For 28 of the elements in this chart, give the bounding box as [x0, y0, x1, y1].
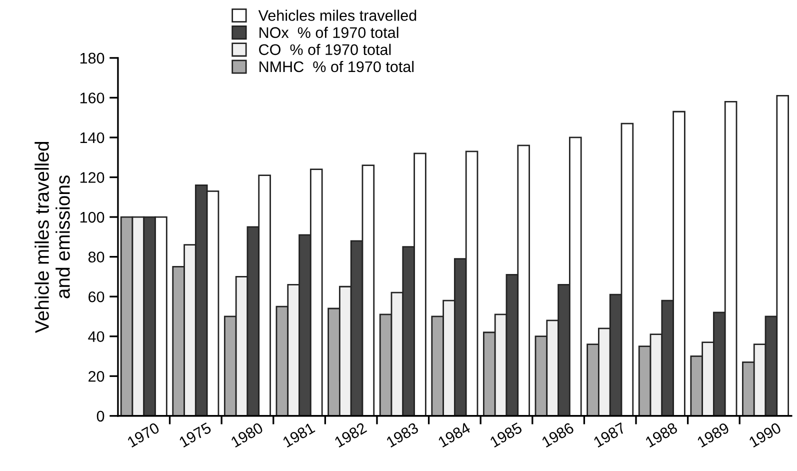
x-tick-label: 1989	[696, 422, 730, 448]
y-tick-label: 140	[80, 132, 104, 144]
legend-label: CO % of 1970 total	[259, 44, 391, 56]
y-tick-label: 180	[80, 52, 104, 64]
y-tick-label: 20	[88, 370, 104, 382]
y-tick-label: 40	[88, 331, 104, 342]
x-tick-label: 1981	[282, 422, 316, 448]
x-tick-label: 1986	[541, 422, 574, 448]
x-tick-label: 1985	[489, 422, 523, 448]
legend-label: Vehicles miles travelled	[258, 10, 416, 21]
x-tick-label: 1987	[593, 422, 626, 448]
x-tick-label: 1982	[334, 422, 368, 448]
x-tick-label: 1990	[748, 422, 782, 448]
y-axis-title: Vehicle miles travelled and emissions	[34, 142, 70, 334]
y-tick-label: 60	[88, 291, 104, 302]
x-tick-label: 1983	[386, 422, 420, 448]
x-tick-label: 1975	[178, 422, 212, 448]
x-tick-label: 1970	[126, 422, 160, 448]
y-tick-label: 160	[80, 92, 104, 104]
y-tick-label: 80	[88, 252, 104, 262]
x-tick-label: 1984	[438, 422, 472, 448]
legend-label: NMHC % of 1970 total	[260, 60, 414, 72]
legend-label: NOx % of 1970 total	[260, 26, 398, 38]
y-tick-label: 100	[80, 212, 104, 223]
y-tick-label: 0	[96, 410, 104, 422]
x-tick-label: 1980	[230, 422, 264, 448]
y-tick-label: 120	[80, 172, 104, 183]
x-tick-label: 1988	[644, 422, 678, 448]
